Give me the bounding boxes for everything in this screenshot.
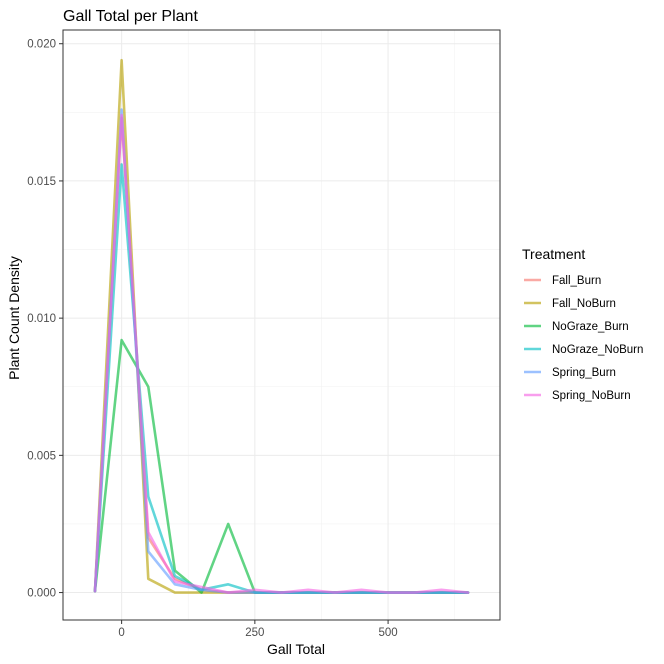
legend-item: Fall_Burn bbox=[524, 275, 601, 287]
x-tick-label: 250 bbox=[245, 627, 264, 639]
series-line-spring-noburn bbox=[93, 113, 470, 594]
panel-background bbox=[63, 30, 500, 620]
series-lines bbox=[93, 58, 470, 594]
y-tick-label: 0.000 bbox=[27, 588, 56, 600]
plot-panel bbox=[63, 30, 500, 620]
x-tick-label: 0 bbox=[118, 627, 124, 639]
y-tick-label: 0.015 bbox=[27, 176, 56, 188]
legend-label: Fall_NoBurn bbox=[552, 298, 616, 310]
legend-item: NoGraze_Burn bbox=[524, 321, 629, 333]
grid-lines bbox=[63, 30, 500, 620]
legend-item: NoGraze_NoBurn bbox=[524, 344, 643, 356]
chart-title: Gall Total per Plant bbox=[63, 8, 198, 25]
legend-label: NoGraze_NoBurn bbox=[552, 344, 643, 356]
y-tick-label: 0.005 bbox=[27, 450, 56, 462]
panel-border bbox=[62, 29, 501, 621]
y-tick-label: 0.010 bbox=[27, 313, 56, 325]
y-axis-title: Plant Count Density bbox=[6, 256, 22, 380]
legend-label: Spring_NoBurn bbox=[552, 390, 631, 402]
legend-item: Spring_NoBurn bbox=[524, 390, 631, 402]
y-tick-label: 0.020 bbox=[27, 39, 56, 51]
legend-label: NoGraze_Burn bbox=[552, 321, 629, 333]
x-tick-label: 500 bbox=[378, 627, 397, 639]
legend-item: Fall_NoBurn bbox=[524, 298, 616, 310]
legend-item: Spring_Burn bbox=[524, 367, 616, 379]
legend-title: Treatment bbox=[522, 246, 585, 262]
legend-label: Spring_Burn bbox=[552, 367, 616, 379]
axes: 0.000 0.005 0.010 0.015 0.020 0 250 500 bbox=[27, 29, 501, 639]
legend-label: Fall_Burn bbox=[552, 275, 601, 287]
legend: Treatment Fall_Burn Fall_NoBurn NoGraze_Bu… bbox=[522, 246, 643, 402]
x-axis-title: Gall Total bbox=[267, 641, 325, 657]
